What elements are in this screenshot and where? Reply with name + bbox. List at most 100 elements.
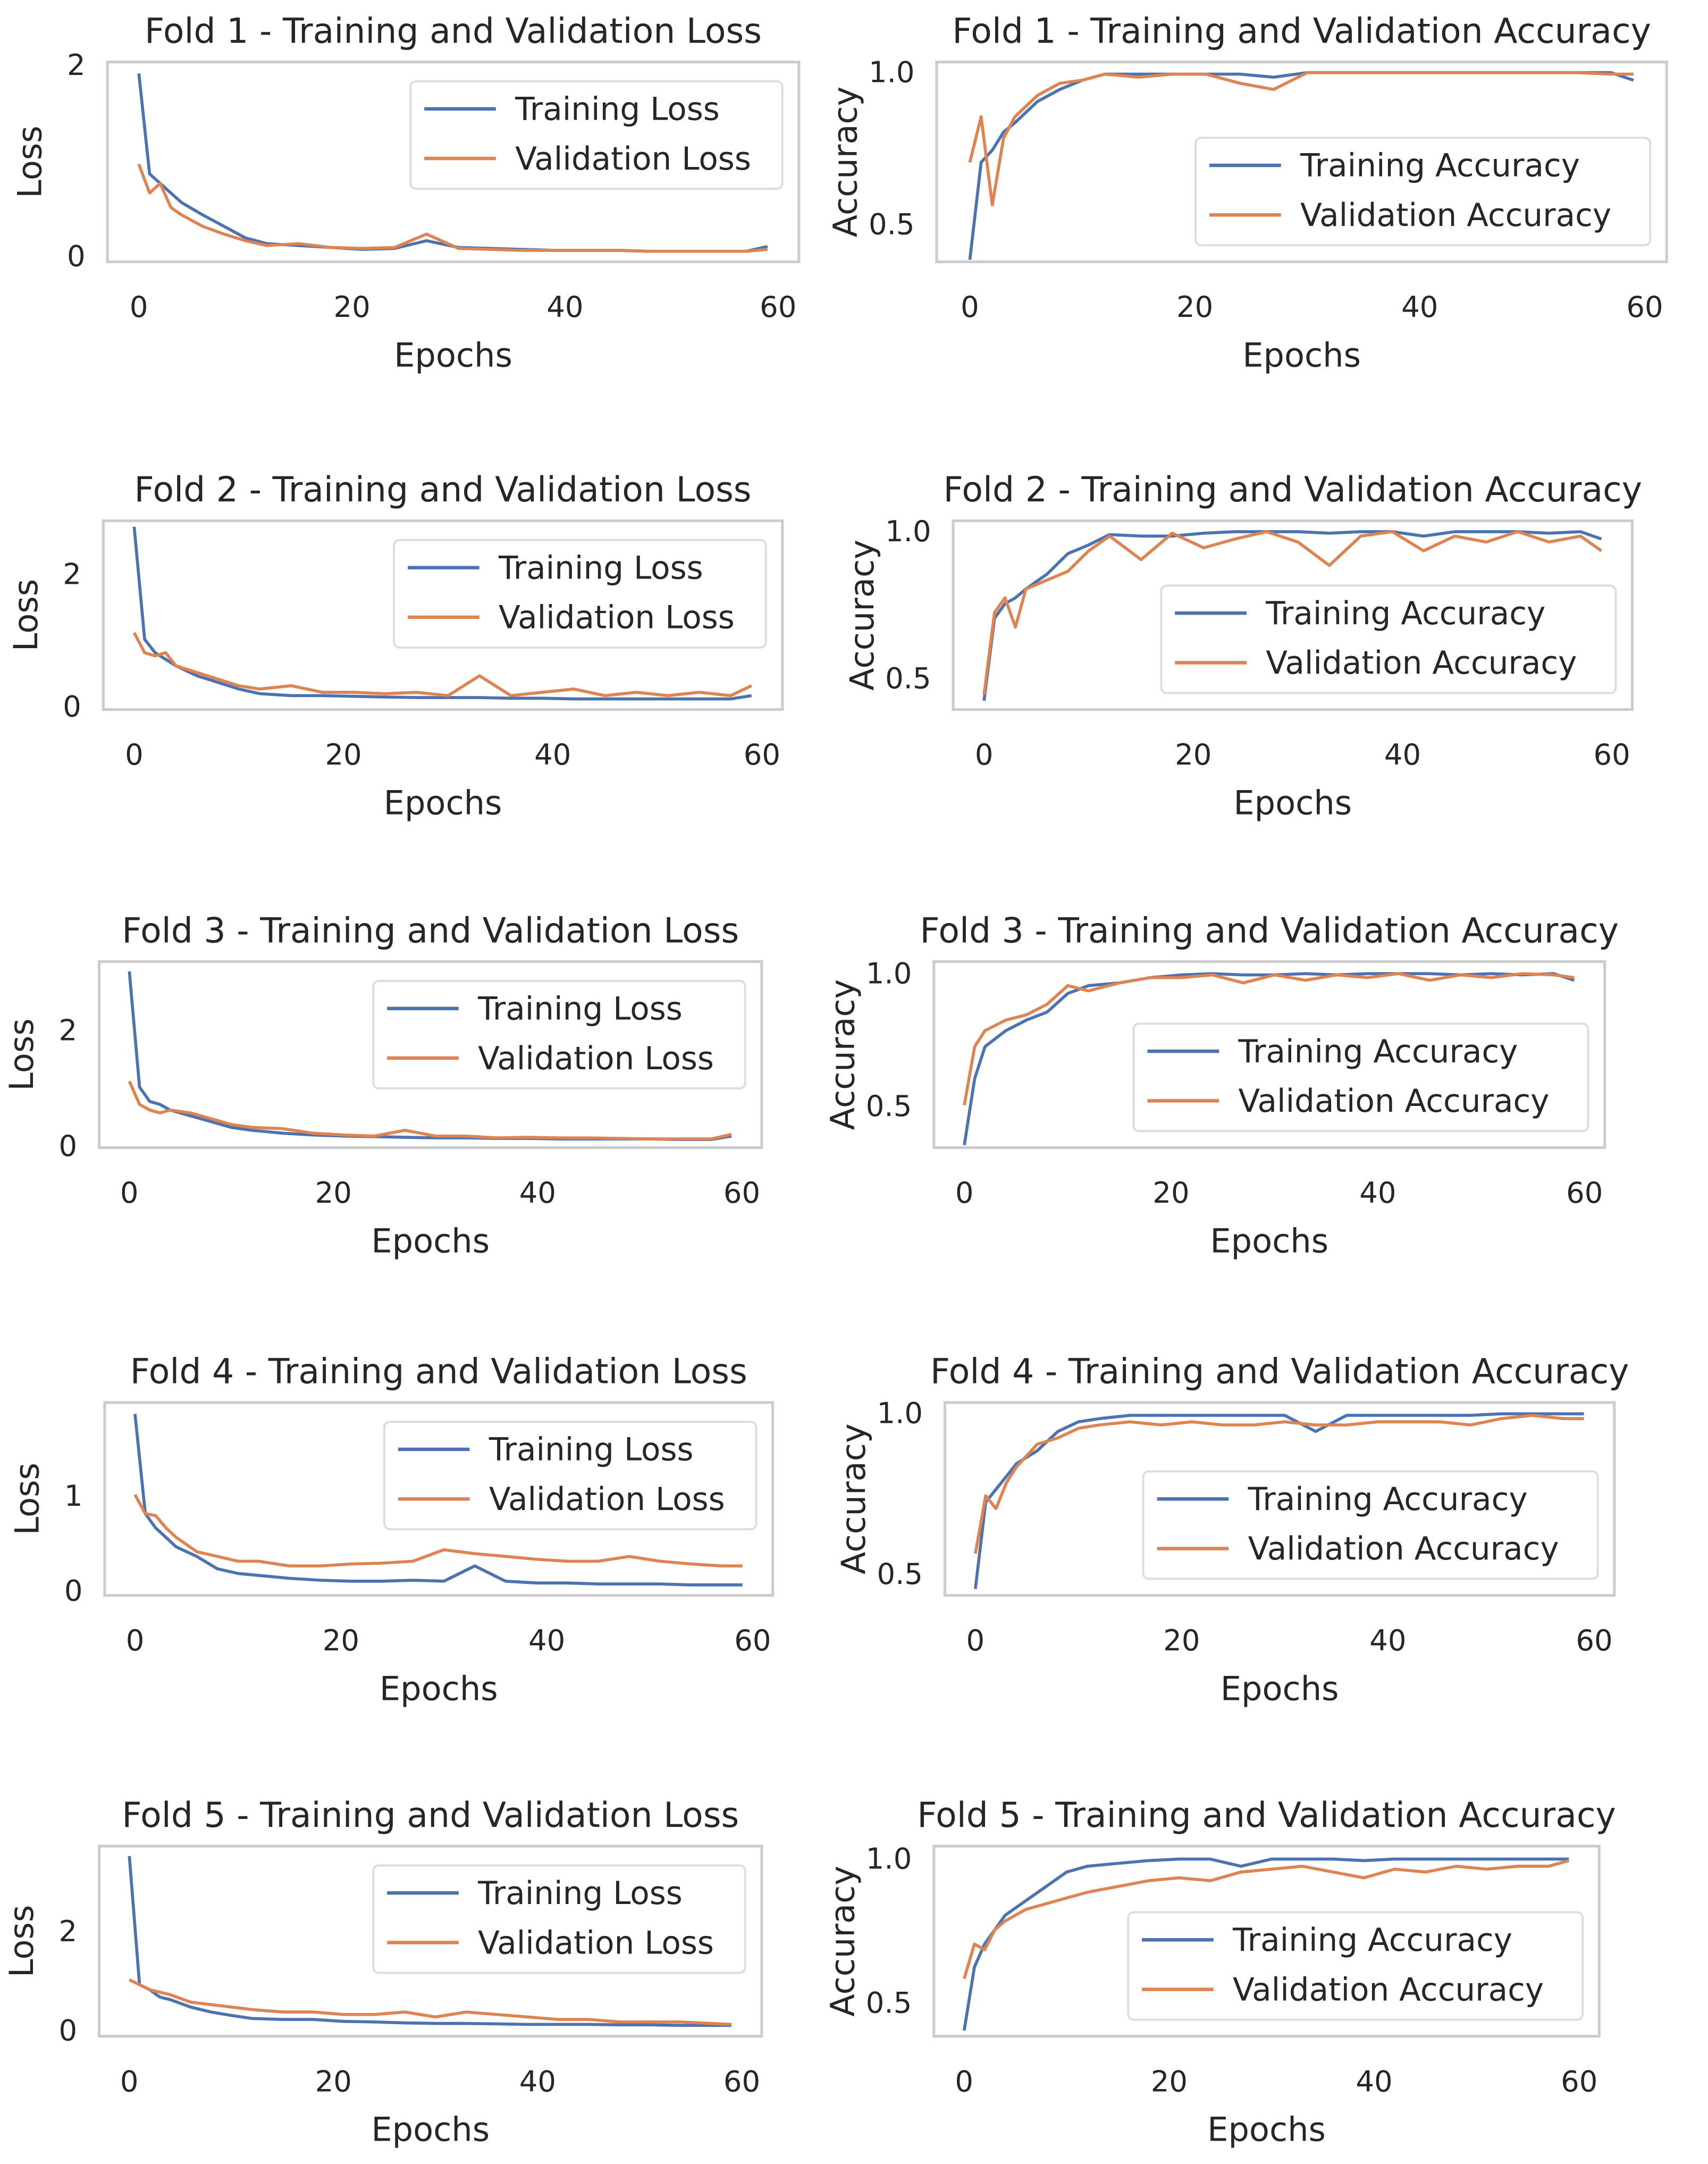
- x-tick-label: 0: [125, 737, 144, 771]
- y-axis-label: Accuracy: [834, 1423, 873, 1574]
- x-axis-label: Epochs: [384, 783, 502, 822]
- y-tick-label: 0: [67, 239, 86, 273]
- legend: Training Loss Validation Loss: [409, 80, 784, 190]
- legend-label: Training Accuracy: [1265, 595, 1545, 632]
- x-tick-label: 60: [760, 290, 796, 324]
- y-tick-label: 0.5: [866, 1089, 912, 1123]
- legend: Training Accuracy Validation Accuracy: [1142, 1470, 1599, 1580]
- x-axis-label: Epochs: [380, 1670, 498, 1708]
- legend: Training Loss Validation Loss: [393, 539, 767, 649]
- x-axis-label: Epochs: [1210, 1221, 1328, 1260]
- legend: Training Accuracy Validation Accuracy: [1127, 1911, 1584, 2021]
- x-tick-label: 0: [955, 1176, 974, 1210]
- legend-label: Validation Loss: [515, 141, 751, 178]
- y-tick-label: 1.0: [885, 514, 931, 548]
- legend-box: [372, 979, 746, 1089]
- x-tick-label: 0: [120, 1176, 139, 1210]
- chart-title: Fold 5 - Training and Validation Loss: [122, 1796, 739, 1835]
- x-tick-label: 60: [734, 1623, 771, 1657]
- validation-line: [973, 1414, 1584, 1554]
- x-tick-label: 40: [1384, 737, 1421, 771]
- training-line: [133, 1414, 743, 1587]
- y-axis-label: Accuracy: [843, 540, 881, 691]
- accuracy-chart: Fold 2 - Training and Validation Accurac…: [843, 470, 1642, 822]
- x-tick-label: 40: [1401, 290, 1438, 324]
- x-tick-label: 20: [1176, 290, 1213, 324]
- legend-label: Validation Accuracy: [1238, 1083, 1549, 1120]
- x-tick-label: 20: [323, 1623, 359, 1657]
- legend-label: Training Accuracy: [1238, 1034, 1518, 1070]
- training-line: [973, 1412, 1584, 1589]
- chart-title: Fold 1 - Training and Validation Accurac…: [952, 11, 1651, 51]
- x-tick-label: 40: [528, 1623, 565, 1657]
- legend-label: Training Accuracy: [1232, 1922, 1512, 1959]
- x-tick-label: 20: [1175, 737, 1211, 771]
- legend-box: [1127, 1911, 1584, 2021]
- legend-box: [393, 539, 767, 649]
- y-tick-label: 1.0: [866, 956, 912, 990]
- y-tick-label: 0: [64, 1574, 83, 1608]
- validation-line: [129, 1978, 732, 2026]
- y-tick-label: 2: [67, 48, 86, 82]
- x-axis-label: Epochs: [1221, 1670, 1339, 1708]
- validation-line: [128, 1080, 732, 1140]
- y-axis-label: Loss: [11, 125, 49, 198]
- y-tick-label: 0: [63, 690, 81, 724]
- x-axis-label: Epochs: [1242, 335, 1361, 374]
- legend-label: Validation Loss: [499, 600, 735, 636]
- y-tick-label: 0: [58, 2013, 77, 2047]
- x-tick-label: 0: [130, 290, 148, 324]
- x-tick-label: 60: [1576, 1623, 1612, 1657]
- x-tick-label: 60: [1626, 290, 1663, 324]
- legend: Training Loss Validation Loss: [372, 1864, 746, 1974]
- y-axis-label: Loss: [6, 579, 45, 651]
- y-tick-label: 1: [64, 1479, 83, 1513]
- x-tick-label: 40: [1359, 1176, 1396, 1210]
- legend-label: Training Loss: [498, 550, 703, 586]
- y-tick-label: 0.5: [866, 1985, 912, 2019]
- legend-box: [1142, 1470, 1599, 1580]
- x-tick-label: 40: [1356, 2064, 1392, 2098]
- legend-label: Validation Accuracy: [1248, 1531, 1559, 1567]
- legend-label: Training Accuracy: [1300, 148, 1580, 184]
- x-tick-label: 20: [315, 1176, 352, 1210]
- x-tick-label: 20: [325, 737, 361, 771]
- x-tick-label: 40: [519, 2064, 556, 2098]
- chart-title: Fold 5 - Training and Validation Accurac…: [917, 1796, 1616, 1835]
- validation-line: [132, 632, 752, 698]
- x-axis-label: Epochs: [394, 335, 512, 374]
- y-axis-label: Loss: [2, 1018, 41, 1091]
- loss-chart: Fold 4 - Training and Validation Loss 0 20…: [8, 1352, 775, 1708]
- legend-label: Validation Loss: [489, 1481, 725, 1518]
- y-axis-label: Accuracy: [826, 87, 865, 238]
- validation-line: [963, 1859, 1570, 1980]
- legend-label: Validation Accuracy: [1300, 197, 1611, 234]
- x-axis-label: Epochs: [371, 1221, 490, 1260]
- x-tick-label: 60: [744, 737, 780, 771]
- x-tick-label: 0: [955, 2064, 973, 2098]
- accuracy-chart: Fold 3 - Training and Validation Accurac…: [823, 911, 1619, 1260]
- y-tick-label: 0.5: [885, 661, 931, 695]
- x-tick-label: 20: [333, 290, 370, 324]
- legend-label: Validation Accuracy: [1233, 1972, 1544, 2008]
- x-tick-label: 40: [534, 737, 571, 771]
- chart-title: Fold 3 - Training and Validation Accurac…: [920, 911, 1619, 951]
- y-tick-label: 2: [58, 1013, 77, 1047]
- y-tick-label: 0: [58, 1129, 77, 1163]
- accuracy-chart: Fold 1 - Training and Validation Accurac…: [826, 11, 1668, 374]
- legend: Training Accuracy Validation Accuracy: [1160, 584, 1617, 694]
- x-tick-label: 0: [126, 1623, 145, 1657]
- x-tick-label: 0: [120, 2064, 139, 2098]
- y-tick-label: 1.0: [877, 1396, 923, 1430]
- chart-title: Fold 1 - Training and Validation Loss: [145, 11, 762, 51]
- x-tick-label: 60: [1566, 1176, 1603, 1210]
- accuracy-chart: Fold 5 - Training and Validation Accurac…: [823, 1796, 1616, 2149]
- legend-box: [1194, 137, 1652, 247]
- x-tick-label: 20: [1151, 2064, 1188, 2098]
- validation-line: [963, 972, 1575, 1105]
- legend-label: Training Loss: [477, 991, 683, 1027]
